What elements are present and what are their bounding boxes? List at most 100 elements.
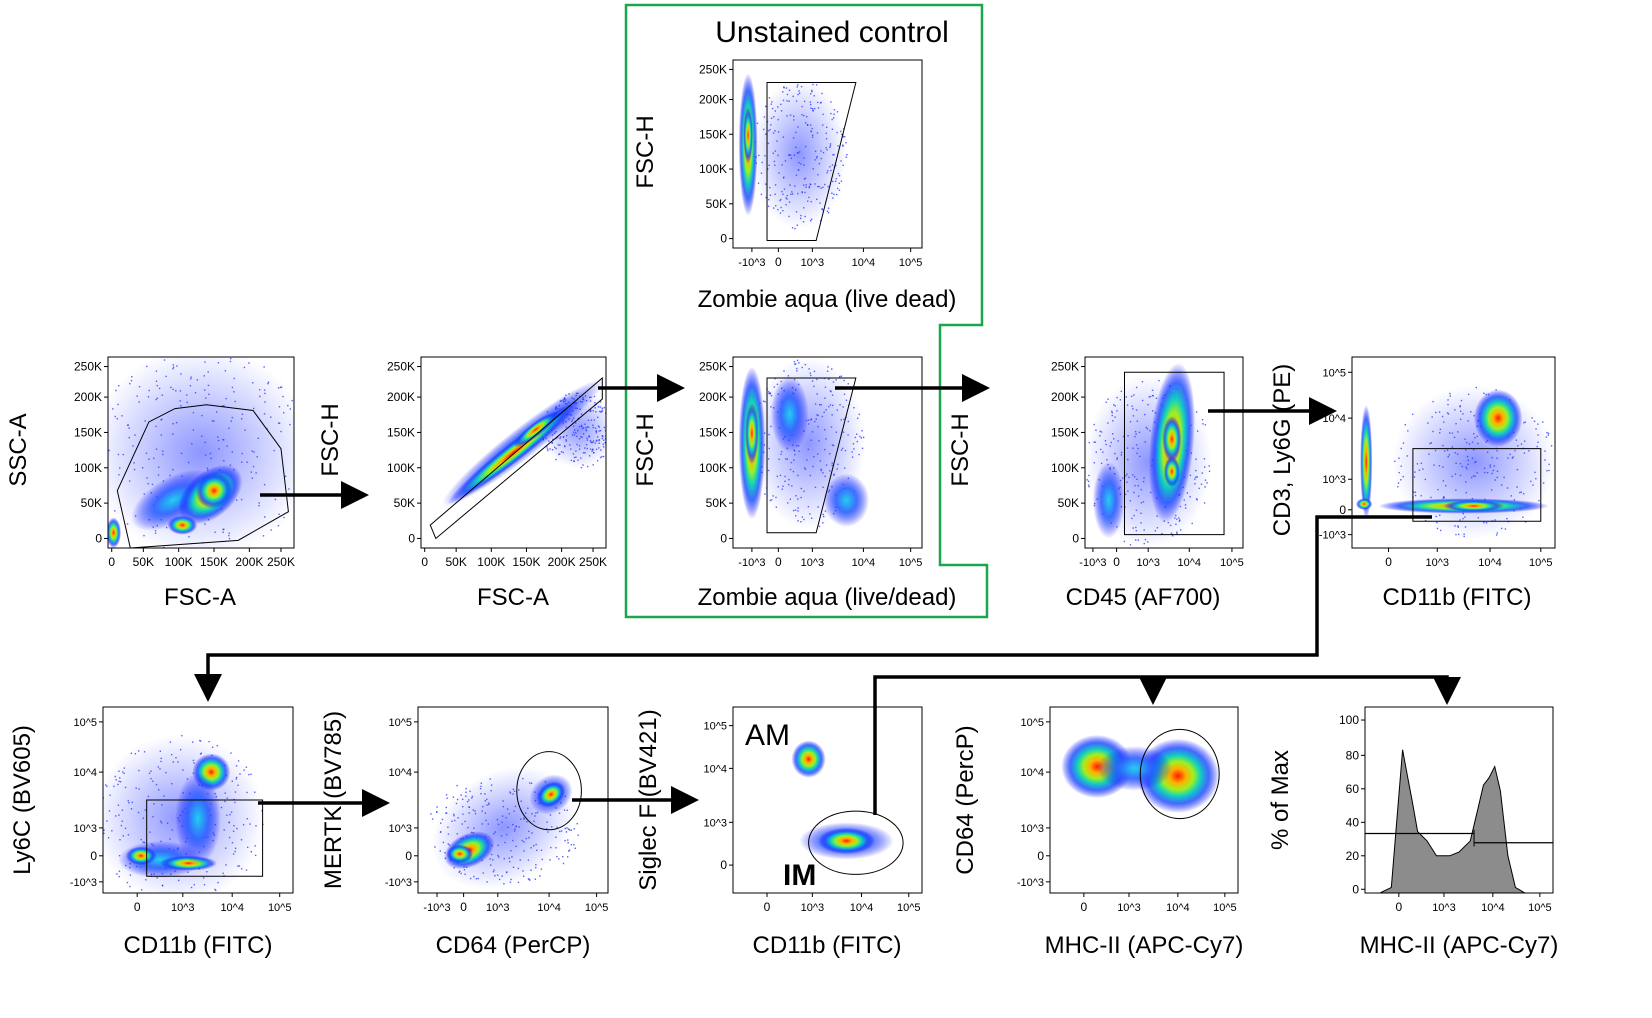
x-tick-label: 0 <box>775 255 782 269</box>
y-tick-label: 200K <box>1051 390 1079 404</box>
y-tick-label: 10^5 <box>73 717 97 729</box>
plot-panel-p1: 0 50K 100K 150K 200K 250K 0 50K 100K 150K 200K 250K… <box>5 354 313 611</box>
x-tick-label: 0 <box>1080 900 1087 914</box>
event-dot <box>527 878 530 880</box>
x-tick-label: 10^5 <box>1529 557 1553 569</box>
x-axis-label: MHC-II (APC-Cy7) <box>1045 932 1244 959</box>
y-tick-label: 10^3 <box>73 823 97 835</box>
y-tick-label: 200K <box>699 92 727 106</box>
density-population <box>751 78 847 230</box>
y-tick-label: 50K <box>706 197 727 211</box>
gate <box>766 82 857 241</box>
event-dot <box>187 355 188 356</box>
x-tick-label: 200K <box>235 555 263 569</box>
event-dot <box>185 899 186 900</box>
y-tick-label: 150K <box>74 425 102 439</box>
density-population <box>195 472 233 509</box>
y-tick-label: 10^3 <box>1322 474 1346 486</box>
y-tick-label: 250K <box>699 360 727 374</box>
x-tick-label: 0 <box>1113 555 1120 569</box>
population-label-im: IM <box>783 859 816 892</box>
x-tick-label: 10^5 <box>899 257 923 269</box>
event-dot <box>1129 544 1132 546</box>
event-dot <box>177 895 178 896</box>
event-dot <box>298 431 299 432</box>
x-tick-label: 250K <box>267 555 295 569</box>
event-dot <box>613 437 614 438</box>
plot-frame <box>102 706 294 894</box>
density-population <box>1097 746 1173 791</box>
y-tick-label: 250K <box>387 360 415 374</box>
y-tick-label: 10^4 <box>388 767 412 779</box>
x-tick-label: -10^3 <box>738 257 765 269</box>
density-population <box>818 827 875 854</box>
plot-panel-p11: 0 20 40 60 80 100 0 10^3 10^4 10^5 % of Max MHC-II … <box>1267 706 1558 959</box>
density-plot <box>98 734 265 900</box>
plot-frame <box>1351 356 1556 549</box>
density-population <box>108 357 294 548</box>
y-tick-label: 150K <box>699 425 727 439</box>
event-dot <box>566 856 569 858</box>
event-dot <box>558 858 560 860</box>
density-population <box>1443 500 1505 512</box>
event-dot <box>167 896 168 897</box>
event-dot <box>570 843 573 846</box>
gate <box>808 810 904 875</box>
event-dot <box>307 425 308 426</box>
event-dot <box>312 443 313 444</box>
event-dot <box>436 806 438 808</box>
y-axis-label: SSC-A <box>5 413 32 486</box>
event-dot <box>1203 502 1206 504</box>
event-dot <box>446 797 448 799</box>
x-axis-label: Zombie aqua (live/dead) <box>698 584 957 611</box>
density-population <box>1360 404 1373 520</box>
population-label-am: AM <box>745 719 790 752</box>
density-plot <box>1085 363 1225 548</box>
x-tick-label: 10^5 <box>1528 902 1552 914</box>
density-plot <box>108 354 313 552</box>
plot-frame <box>420 356 607 549</box>
y-tick-label: 0 <box>720 232 727 246</box>
event-dot <box>607 420 608 421</box>
event-dot <box>562 862 565 865</box>
event-dot <box>184 354 185 355</box>
x-tick-label: 150K <box>200 555 228 569</box>
x-tick-label: 10^4 <box>220 902 244 914</box>
event-dot <box>199 551 200 552</box>
y-tick-label: 250K <box>74 360 102 374</box>
gate <box>766 377 857 534</box>
y-tick-label: 0 <box>90 849 97 863</box>
event-dot <box>567 842 569 844</box>
event-dot <box>607 418 608 419</box>
y-axis-label: FSC-H <box>632 115 659 188</box>
event-dot <box>142 893 143 894</box>
density-plot <box>738 357 870 534</box>
event-dot <box>303 453 304 454</box>
event-dot <box>456 784 458 787</box>
event-dot <box>586 465 589 468</box>
density-population <box>446 844 474 864</box>
y-tick-label: 100K <box>387 461 415 475</box>
event-dot <box>202 550 203 551</box>
y-tick-label: 100 <box>1339 713 1359 727</box>
event-dot <box>98 844 99 845</box>
x-tick-label: 10^3 <box>1117 902 1141 914</box>
y-tick-label: 0 <box>1352 882 1359 896</box>
y-tick-label: 10^5 <box>1020 717 1044 729</box>
y-tick-label: 0 <box>405 849 412 863</box>
y-axis-label: Ly6C (BV605) <box>9 725 36 875</box>
density-population <box>1473 389 1523 447</box>
event-dot <box>539 875 541 877</box>
y-tick-label: 100K <box>1051 461 1079 475</box>
y-tick-label: 10^5 <box>1322 367 1346 379</box>
y-tick-label: 10^3 <box>703 817 727 829</box>
event-dot <box>445 794 448 796</box>
x-tick-label: 10^3 <box>486 902 510 914</box>
plot-frame <box>1084 356 1244 549</box>
x-tick-label: 10^5 <box>899 557 923 569</box>
x-tick-label: 10^3 <box>801 902 825 914</box>
x-tick-label: 250K <box>579 555 607 569</box>
y-tick-label: 10^3 <box>1020 823 1044 835</box>
event-dot <box>609 411 610 412</box>
